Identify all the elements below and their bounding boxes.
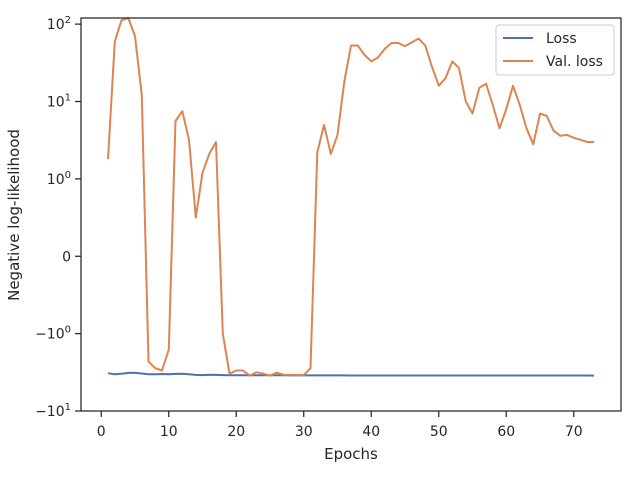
legend: Loss Val. loss — [495, 24, 615, 76]
y-tick-label: −100 — [35, 325, 71, 343]
legend-label-loss: Loss — [546, 31, 577, 47]
y-tick-label: 100 — [47, 170, 71, 188]
x-tick-label: 30 — [295, 424, 313, 440]
x-tick-label: 70 — [565, 424, 583, 440]
x-tick-label: 50 — [430, 424, 448, 440]
plot-frame — [80, 17, 622, 412]
tick-layer: 0 10 20 30 40 50 60 70 102 101 100 0 −100 −101 — [35, 15, 583, 440]
y-tick-label: 102 — [47, 15, 71, 33]
series-layer — [107, 17, 595, 377]
x-tick-label: 60 — [497, 424, 515, 440]
y-tick-label: 0 — [62, 249, 71, 265]
x-tick-label: 0 — [97, 424, 106, 440]
series-line-loss — [107, 371, 595, 377]
series-line-val-loss — [107, 17, 594, 377]
x-tick-label: 40 — [362, 424, 380, 440]
x-tick-label: 10 — [160, 424, 178, 440]
y-tick-label: 101 — [47, 93, 71, 111]
y-tick-label: −101 — [35, 402, 71, 420]
y-axis-title: Negative log-likelihood — [5, 129, 23, 301]
x-axis-title: Epochs — [324, 445, 378, 463]
x-tick-label: 20 — [227, 424, 245, 440]
legend-label-val-loss: Val. loss — [546, 54, 603, 70]
